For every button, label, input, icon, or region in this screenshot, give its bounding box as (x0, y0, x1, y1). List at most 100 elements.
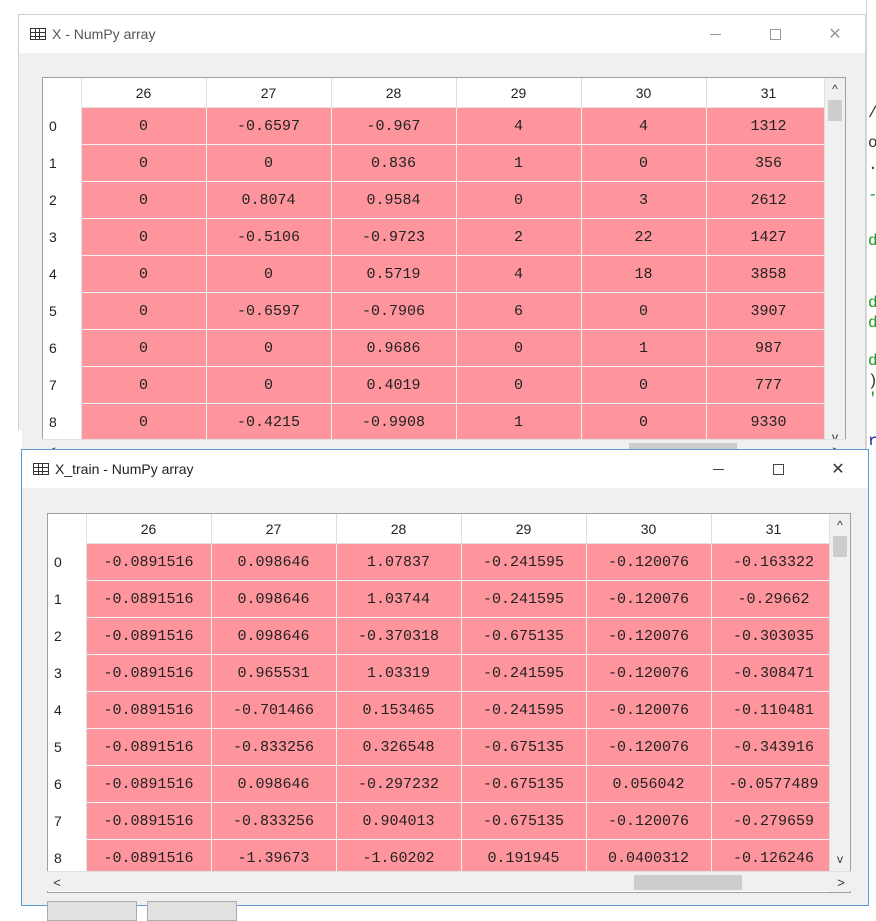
table-cell[interactable]: 4 (456, 107, 582, 145)
table-cell[interactable]: 1312 (706, 107, 832, 145)
table-cell[interactable]: -0.163322 (711, 543, 837, 581)
row-index[interactable]: 0 (48, 543, 87, 581)
table-cell[interactable]: -0.833256 (211, 728, 337, 766)
close-button[interactable]: ✕ (808, 450, 868, 488)
table-cell[interactable]: 0.5719 (331, 255, 457, 293)
scroll-down-icon[interactable]: v (837, 852, 843, 866)
table-cell[interactable]: -0.241595 (461, 580, 587, 618)
table-cell[interactable]: 4 (581, 107, 707, 145)
table-cell[interactable]: -0.110481 (711, 691, 837, 729)
table-cell[interactable]: -0.120076 (586, 802, 712, 840)
table-cell[interactable]: 0.056042 (586, 765, 712, 803)
table-cell[interactable]: -0.120076 (586, 654, 712, 692)
row-index[interactable]: 3 (48, 654, 87, 692)
table-cell[interactable]: 22 (581, 218, 707, 256)
column-header[interactable]: 27 (211, 514, 337, 544)
table-cell[interactable]: 0 (81, 144, 207, 182)
row-index[interactable]: 1 (48, 580, 87, 618)
table-cell[interactable]: 0.326548 (336, 728, 462, 766)
table-cell[interactable]: 0 (206, 255, 332, 293)
table-cell[interactable]: -0.675135 (461, 617, 587, 655)
scroll-right-icon[interactable]: > (837, 874, 845, 890)
column-header[interactable]: 28 (331, 78, 457, 108)
scroll-thumb[interactable] (833, 536, 847, 557)
footer-button[interactable] (47, 901, 137, 921)
table-cell[interactable]: 6 (456, 292, 582, 330)
row-index[interactable]: 7 (43, 366, 82, 404)
table-cell[interactable]: -0.0891516 (86, 543, 212, 581)
column-header[interactable]: 29 (456, 78, 582, 108)
table-cell[interactable]: -0.675135 (461, 765, 587, 803)
table-cell[interactable]: -0.7906 (331, 292, 457, 330)
table-cell[interactable]: 1 (456, 403, 582, 441)
table-cell[interactable]: -0.4215 (206, 403, 332, 441)
table-cell[interactable]: 1 (456, 144, 582, 182)
table-cell[interactable]: -0.120076 (586, 580, 712, 618)
minimize-button[interactable] (685, 15, 745, 53)
table-cell[interactable]: -0.241595 (461, 691, 587, 729)
table-cell[interactable]: -0.0891516 (86, 617, 212, 655)
table-cell[interactable]: -0.6597 (206, 292, 332, 330)
table-cell[interactable]: 0 (581, 144, 707, 182)
table-cell[interactable]: 0.153465 (336, 691, 462, 729)
row-index[interactable]: 4 (48, 691, 87, 729)
table-cell[interactable]: 0.9584 (331, 181, 457, 219)
table-cell[interactable]: 9330 (706, 403, 832, 441)
table-cell[interactable]: 0.191945 (461, 839, 587, 877)
column-header[interactable]: 26 (81, 78, 207, 108)
table-cell[interactable]: 0 (81, 218, 207, 256)
row-index[interactable]: 8 (43, 403, 82, 441)
row-index[interactable]: 6 (43, 329, 82, 367)
column-header[interactable]: 26 (86, 514, 212, 544)
table-cell[interactable]: 3907 (706, 292, 832, 330)
row-index[interactable]: 4 (43, 255, 82, 293)
table-cell[interactable]: -0.29662 (711, 580, 837, 618)
table-cell[interactable]: 0 (581, 403, 707, 441)
table-cell[interactable]: -0.126246 (711, 839, 837, 877)
table-cell[interactable]: 0 (456, 181, 582, 219)
table-cell[interactable]: 0 (206, 329, 332, 367)
horizontal-scroll-thumb[interactable] (634, 875, 742, 890)
table-cell[interactable]: -0.279659 (711, 802, 837, 840)
table-cell[interactable]: -1.39673 (211, 839, 337, 877)
table-cell[interactable]: -1.60202 (336, 839, 462, 877)
vertical-scrollbar[interactable]: ^ v (824, 78, 845, 448)
table-cell[interactable]: -0.0891516 (86, 728, 212, 766)
row-index[interactable]: 8 (48, 839, 87, 877)
table-cell[interactable]: 0 (81, 292, 207, 330)
title-bar[interactable]: X - NumPy array ✕ (19, 15, 865, 53)
row-index[interactable]: 5 (48, 728, 87, 766)
table-cell[interactable]: 0.965531 (211, 654, 337, 692)
table-cell[interactable]: 0.8074 (206, 181, 332, 219)
table-cell[interactable]: -0.241595 (461, 543, 587, 581)
table-cell[interactable]: -0.0891516 (86, 580, 212, 618)
column-header[interactable]: 27 (206, 78, 332, 108)
table-cell[interactable]: -0.120076 (586, 691, 712, 729)
column-header[interactable]: 31 (711, 514, 837, 544)
table-cell[interactable]: -0.308471 (711, 654, 837, 692)
footer-button[interactable] (147, 901, 237, 921)
table-cell[interactable]: 0.0400312 (586, 839, 712, 877)
column-header[interactable]: 30 (581, 78, 707, 108)
table-cell[interactable]: 0 (81, 366, 207, 404)
table-cell[interactable]: -0.967 (331, 107, 457, 145)
table-cell[interactable]: 0 (456, 329, 582, 367)
table-cell[interactable]: 0 (456, 366, 582, 404)
row-index[interactable]: 5 (43, 292, 82, 330)
table-cell[interactable]: 0.098646 (211, 765, 337, 803)
table-cell[interactable]: -0.6597 (206, 107, 332, 145)
minimize-button[interactable] (688, 450, 748, 488)
scroll-left-icon[interactable]: < (53, 874, 61, 890)
table-cell[interactable]: -0.297232 (336, 765, 462, 803)
table-cell[interactable]: 1427 (706, 218, 832, 256)
scroll-down-icon[interactable]: v (832, 430, 838, 444)
table-cell[interactable]: 0 (81, 255, 207, 293)
table-cell[interactable]: -0.120076 (586, 617, 712, 655)
table-cell[interactable]: 0 (81, 329, 207, 367)
table-cell[interactable]: 0.098646 (211, 580, 337, 618)
table-cell[interactable]: 2 (456, 218, 582, 256)
table-cell[interactable]: -0.701466 (211, 691, 337, 729)
row-index[interactable]: 6 (48, 765, 87, 803)
table-cell[interactable]: 3 (581, 181, 707, 219)
table-cell[interactable]: 0 (206, 144, 332, 182)
